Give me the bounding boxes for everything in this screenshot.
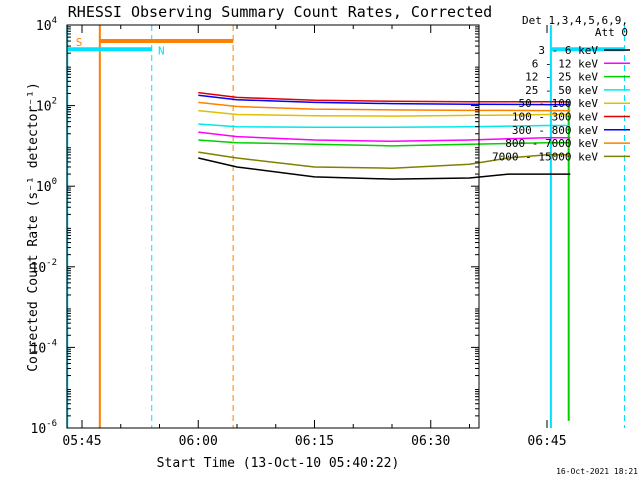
legend-label: 12 - 25 keV — [525, 71, 598, 84]
y-tick-label: 10-4 — [31, 338, 58, 356]
y-tick-label: 104 — [36, 16, 57, 34]
flag-label-s: S — [76, 36, 83, 49]
timestamp: 16-Oct-2021 18:21 — [556, 467, 638, 476]
legend-header-line: Det 1,3,4,5,6,9, — [522, 14, 628, 27]
series-line-4 — [198, 109, 571, 117]
x-tick-label: 06:45 — [527, 434, 566, 449]
legend-header-line: Att 0 — [595, 26, 628, 39]
plot-frame — [66, 24, 480, 429]
series-lines — [198, 91, 571, 180]
series-line-3 — [198, 123, 571, 129]
legend-label: 25 - 50 keV — [525, 84, 598, 97]
series-line-2 — [198, 139, 571, 147]
legend-label: 100 - 300 keV — [512, 111, 598, 124]
x-axis-label: Start Time (13-Oct-10 05:40:22) — [157, 456, 400, 471]
legend-label: 300 - 800 keV — [512, 124, 598, 137]
legend-label: 7000 - 15000 keV — [492, 150, 598, 163]
flag-label-n: N — [158, 44, 165, 57]
chart-title: RHESSI Observing Summary Count Rates, Co… — [68, 3, 492, 21]
series-line-5 — [198, 91, 571, 103]
legend-label: 800 - 7000 keV — [505, 137, 598, 150]
series-line-6 — [198, 94, 571, 106]
legend-label: 6 - 12 keV — [532, 57, 599, 70]
y-axis: 10-6 10-4 10-2 100 102 104 — [31, 16, 479, 437]
y-tick-label: 10-2 — [31, 258, 58, 276]
series-line-1 — [198, 131, 571, 143]
series-line-8 — [198, 151, 571, 169]
y-tick-label: 100 — [36, 177, 57, 195]
series-line-7 — [198, 101, 571, 112]
y-tick-label: 102 — [36, 97, 57, 115]
legend-label: 3 - 6 keV — [538, 44, 598, 57]
legend-label: 50 - 100 keV — [519, 97, 599, 110]
x-tick-label: 06:30 — [411, 434, 450, 449]
x-tick-label: 05:45 — [62, 434, 101, 449]
y-tick-label: 10-6 — [31, 419, 58, 437]
x-tick-label: 06:15 — [295, 434, 334, 449]
x-tick-label: 06:00 — [179, 434, 218, 449]
series-line-0 — [198, 157, 571, 180]
y-axis-label: Corrected Count Rate (s⁻¹ detector⁻¹) — [26, 82, 41, 372]
